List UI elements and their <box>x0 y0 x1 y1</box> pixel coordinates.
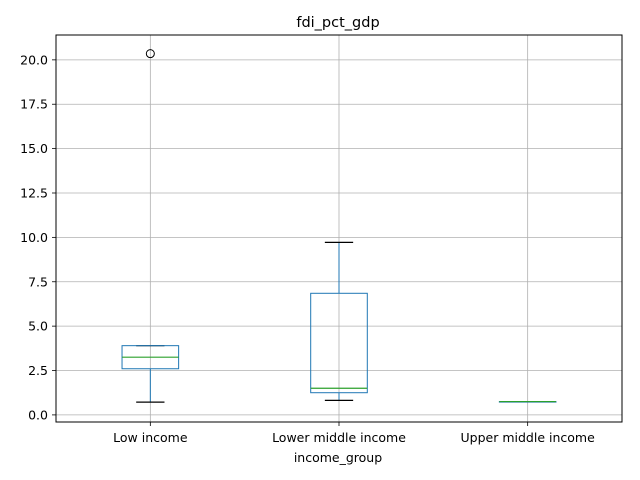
y-tick-label: 7.5 <box>28 274 48 289</box>
y-tick-label: 17.5 <box>20 97 48 112</box>
grid-lines <box>56 35 622 422</box>
x-tick-label: Low income <box>113 430 188 445</box>
y-tick-label: 15.0 <box>20 141 48 156</box>
y-axis: 0.0 2.5 5.0 7.5 10.0 12.5 15.0 17.5 20.0 <box>20 52 56 422</box>
chart-title: fdi_pct_gdp <box>296 15 379 31</box>
y-tick-label: 2.5 <box>28 363 48 378</box>
y-tick-label: 0.0 <box>28 407 48 422</box>
y-tick-label: 5.0 <box>28 319 48 334</box>
box-3 <box>498 400 557 403</box>
y-tick-label: 20.0 <box>20 52 48 67</box>
x-tick-label: Lower middle income <box>272 430 406 445</box>
x-axis: Low income Lower middle income Upper middl… <box>113 422 595 445</box>
x-axis-label: income_group <box>294 450 382 465</box>
box-1 <box>121 49 180 403</box>
y-tick-label: 12.5 <box>20 185 48 200</box>
box-series <box>121 49 557 403</box>
y-tick-label: 10.0 <box>20 230 48 245</box>
box-2 <box>310 241 368 401</box>
x-tick-label: Upper middle income <box>461 430 596 445</box>
iqr-box <box>310 292 368 394</box>
outlier-point <box>145 49 155 59</box>
